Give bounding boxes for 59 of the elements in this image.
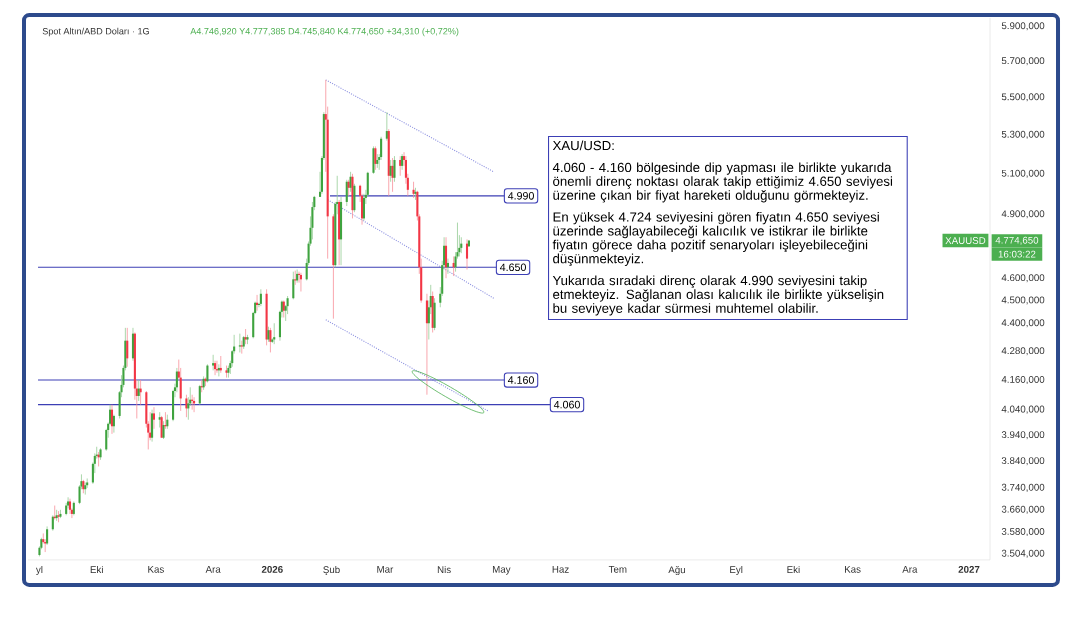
x-tick-label: Tem xyxy=(608,565,627,573)
x-tick-label: Nis xyxy=(437,565,451,574)
x-tick-label: Şub xyxy=(323,565,340,576)
y-tick-label: 3.940,000 xyxy=(1001,431,1045,440)
y-tick-label: 4.900,000 xyxy=(1001,210,1045,219)
candlestick xyxy=(185,394,188,418)
candlestick xyxy=(425,293,428,396)
y-tick-label: 3.504,000 xyxy=(1001,549,1045,558)
x-tick-label: Kas xyxy=(148,565,164,573)
y-tick-label: 5.100,000 xyxy=(1001,169,1045,178)
ref-line-label: 4.650 xyxy=(499,263,526,272)
y-tick-label: 4.500,000 xyxy=(1001,296,1045,305)
candlestick xyxy=(158,411,161,428)
y-tick-label: 4.040,000 xyxy=(1001,405,1045,414)
y-tick-label: 5.700,000 xyxy=(1001,57,1045,66)
candlestick xyxy=(292,271,295,300)
text: Spot Altın/ABD Doları · 1G xyxy=(42,27,149,37)
text: A4.746,920 Y4.777,385 D4.745,840 K4.774,650 +34,310 (+0,72%) xyxy=(190,27,459,37)
y-tick-label: 3.740,000 xyxy=(1001,483,1045,492)
candlestick xyxy=(126,327,129,368)
candlestick xyxy=(399,155,402,177)
text: 4.774,650 xyxy=(995,236,1039,245)
y-tick-label: 4.160,000 xyxy=(1001,376,1045,385)
y-tick-label: 5.500,000 xyxy=(1001,93,1045,102)
candlestick xyxy=(374,145,377,171)
x-tick-label: Eki xyxy=(787,565,800,573)
y-tick-label: 5.300,000 xyxy=(1001,130,1045,139)
x-tick-label: yl xyxy=(35,565,43,575)
candlestick xyxy=(259,288,262,307)
x-tick-label: 2026 xyxy=(261,565,283,573)
y-tick-label: 3.580,000 xyxy=(1001,528,1045,537)
y-tick-label: 4.600,000 xyxy=(1001,274,1045,283)
x-tick-label: Ara xyxy=(205,565,221,573)
ref-line-label: 4.060 xyxy=(553,400,580,409)
annotation: Yukarıda sıradaki direnç olarak 4.990 seviyesini takip etmekteyiz. Sağlanan olası kalıcılık ile birlikte yükselişin bu seviyeye kadar sürmesi muhtemel olabilir. xyxy=(552,275,884,316)
ref-line-label: 4.990 xyxy=(507,192,534,200)
candlestick xyxy=(110,404,114,435)
y-tick-label: 5.900,000 xyxy=(1001,22,1045,31)
x-tick-label: Mar xyxy=(377,565,394,573)
x-tick-label: Ağu xyxy=(668,565,685,576)
candlestick xyxy=(238,333,241,353)
annotation: 4.060 - 4.160 bölgesinde dip yapması ile birlikte yukarıda önemli direnç noktası olarak takip ettiğimiz 4.650 seviyesi üzerine çıkan bir fiyat hareketi olduğunu görmekteyiz. xyxy=(552,162,893,203)
x-tick-label: Haz xyxy=(552,565,569,573)
candlestick xyxy=(385,111,388,142)
text: 16:03:22 xyxy=(998,250,1036,258)
annotation: XAU/USD: xyxy=(552,140,614,151)
annotation: En yüksek 4.724 seviyesini gören fiyatın 4.650 seviyesi üzerinde sağlayabileceği kalıcılık ve istikrar ile birlikte fiyatın görece daha pozitif senaryoları işleyebileceğini düşünmekteyiz. xyxy=(552,212,879,266)
y-tick-label: 3.660,000 xyxy=(1001,505,1045,514)
x-tick-label: 2027 xyxy=(958,565,980,573)
x-tick-label: Eyl xyxy=(730,565,743,575)
x-tick-label: May xyxy=(492,565,511,575)
x-tick-label: Eki xyxy=(90,565,103,573)
annotation: XAUUSD xyxy=(945,237,986,244)
x-tick-label: Ara xyxy=(902,565,918,573)
x-tick-label: Kas xyxy=(844,565,861,573)
y-tick-label: 4.280,000 xyxy=(1001,347,1045,356)
ref-line-label: 4.160 xyxy=(507,376,534,384)
y-tick-label: 4.400,000 xyxy=(1001,319,1045,328)
y-tick-label: 3.840,000 xyxy=(1001,457,1045,466)
